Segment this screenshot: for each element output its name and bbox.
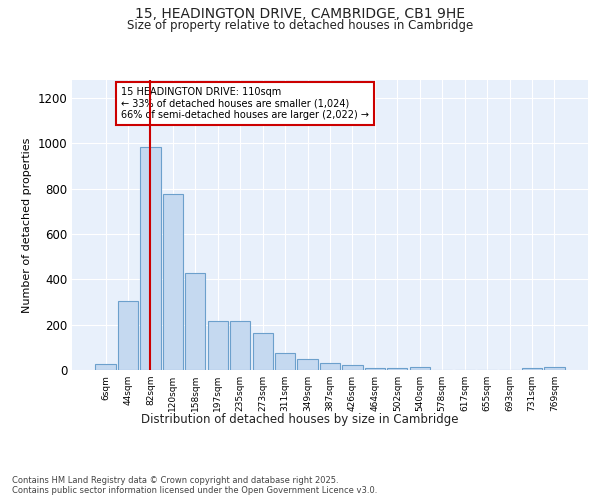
Bar <box>95 364 116 370</box>
Bar <box>365 368 385 370</box>
Text: Size of property relative to detached houses in Cambridge: Size of property relative to detached ho… <box>127 19 473 32</box>
Bar <box>544 367 565 370</box>
Bar <box>185 272 205 370</box>
Y-axis label: Number of detached properties: Number of detached properties <box>22 138 32 312</box>
Bar <box>230 322 250 370</box>
Bar <box>253 332 273 370</box>
Text: Contains HM Land Registry data © Crown copyright and database right 2025.
Contai: Contains HM Land Registry data © Crown c… <box>12 476 377 495</box>
Bar <box>208 322 228 370</box>
Bar <box>320 363 340 370</box>
Text: 15 HEADINGTON DRIVE: 110sqm
← 33% of detached houses are smaller (1,024)
66% of : 15 HEADINGTON DRIVE: 110sqm ← 33% of det… <box>121 87 369 120</box>
Bar <box>163 194 183 370</box>
Bar <box>298 358 317 370</box>
Bar <box>275 353 295 370</box>
Text: Distribution of detached houses by size in Cambridge: Distribution of detached houses by size … <box>141 412 459 426</box>
Text: 15, HEADINGTON DRIVE, CAMBRIDGE, CB1 9HE: 15, HEADINGTON DRIVE, CAMBRIDGE, CB1 9HE <box>135 8 465 22</box>
Bar <box>522 368 542 370</box>
Bar <box>343 366 362 370</box>
Bar <box>387 368 407 370</box>
Bar <box>140 147 161 370</box>
Bar <box>410 367 430 370</box>
Bar <box>118 301 138 370</box>
